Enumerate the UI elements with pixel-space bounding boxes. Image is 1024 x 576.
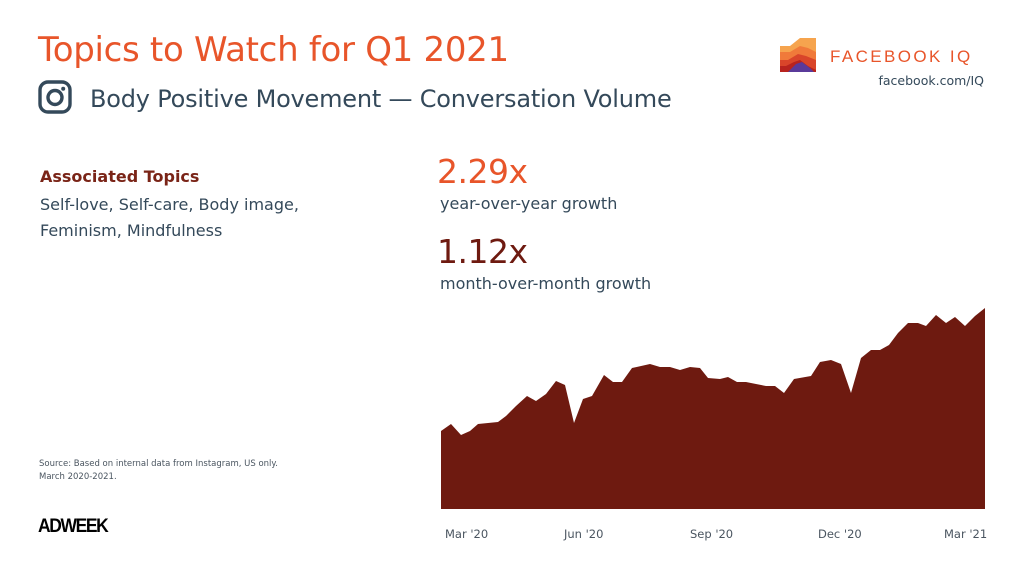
source-line-2: March 2020-2021. [39, 472, 117, 482]
source-note: Source: Based on internal data from Inst… [39, 458, 278, 484]
instagram-icon [38, 80, 72, 118]
brand-url: facebook.com/IQ [878, 73, 985, 88]
yoy-growth-label: year-over-year growth [440, 194, 618, 213]
facebook-iq-brand: FACEBOOK IQ [780, 38, 973, 76]
brand-name: FACEBOOK IQ [830, 47, 973, 66]
yoy-growth-value: 2.29x [437, 152, 528, 191]
adweek-logo: ADWEEK [38, 516, 109, 537]
mom-growth-value: 1.12x [437, 232, 528, 271]
facebook-iq-logo-icon [780, 38, 816, 76]
chart-subtitle: Body Positive Movement — Conversation Vo… [90, 85, 672, 113]
subtitle-row: Body Positive Movement — Conversation Vo… [38, 80, 672, 118]
page-title: Topics to Watch for Q1 2021 [38, 30, 509, 70]
conversation-volume-area [441, 308, 985, 509]
mom-growth-label: month-over-month growth [440, 274, 652, 293]
associated-topics-heading: Associated Topics [40, 167, 200, 186]
source-line-1: Source: Based on internal data from Inst… [39, 459, 278, 469]
associated-topics-list: Self-love, Self-care, Body image, Femini… [40, 195, 299, 240]
x-tick-mar-21: Mar '21 [944, 527, 988, 541]
x-tick-dec-20: Dec '20 [818, 527, 862, 541]
x-tick-sep-20: Sep '20 [690, 527, 734, 541]
x-tick-mar-20: Mar '20 [445, 527, 489, 541]
x-tick-jun-20: Jun '20 [564, 527, 604, 541]
